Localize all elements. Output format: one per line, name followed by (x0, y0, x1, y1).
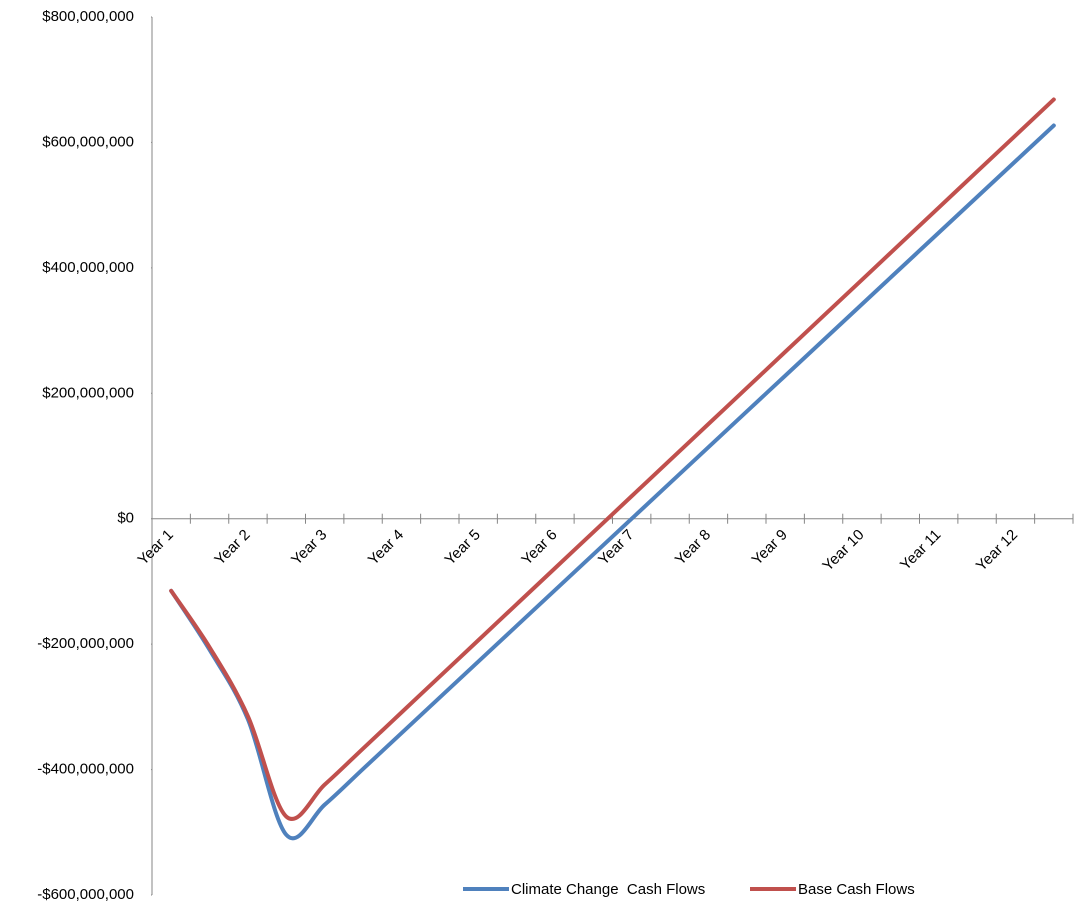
x-tick-label: Year 1 (135, 526, 177, 568)
x-tick-label: Year 10 (819, 526, 867, 574)
y-tick-label: -$400,000,000 (37, 761, 134, 778)
y-tick-label: -$600,000,000 (37, 886, 134, 903)
series-line (169, 97, 1056, 821)
x-tick-label: Year 2 (211, 526, 253, 568)
x-tick-label: Year 12 (973, 526, 1021, 574)
series-line (169, 123, 1056, 840)
y-tick-label: $0 (117, 510, 134, 527)
y-tick-label: $600,000,000 (42, 133, 134, 150)
legend-label: Base Cash Flows (798, 881, 915, 898)
legend-label: Climate Change Cash Flows (511, 881, 705, 898)
x-tick-label: Year 6 (518, 526, 560, 568)
y-tick-label: $800,000,000 (42, 8, 134, 25)
y-tick-label: -$200,000,000 (37, 635, 134, 652)
x-tick-label: Year 4 (365, 526, 407, 568)
x-tick-label: Year 9 (749, 526, 791, 568)
x-tick-label: Year 8 (672, 526, 714, 568)
x-tick-label: Year 5 (442, 526, 484, 568)
y-tick-label: $200,000,000 (42, 384, 134, 401)
x-tick-label: Year 11 (897, 526, 944, 573)
x-tick-label: Year 3 (288, 526, 330, 568)
y-tick-label: $400,000,000 (42, 259, 134, 276)
